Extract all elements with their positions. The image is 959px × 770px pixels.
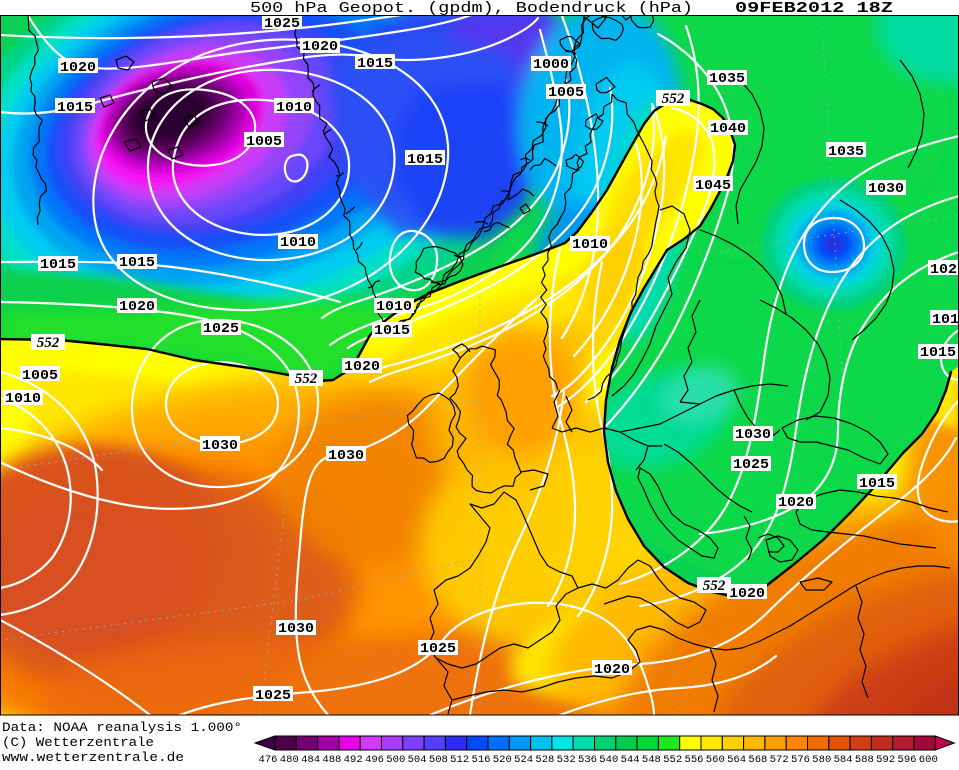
svg-text:552: 552 xyxy=(37,335,60,351)
svg-text:520: 520 xyxy=(493,755,512,766)
svg-text:1020: 1020 xyxy=(60,60,96,76)
svg-text:www.wetterzentrale.de: www.wetterzentrale.de xyxy=(2,750,184,765)
svg-text:1025: 1025 xyxy=(733,457,769,473)
svg-text:552: 552 xyxy=(663,755,682,766)
svg-text:500: 500 xyxy=(386,755,405,766)
svg-text:544: 544 xyxy=(621,755,640,766)
svg-text:(C) Wetterzentrale: (C) Wetterzentrale xyxy=(2,735,154,750)
svg-text:Data: NOAA reanalysis 1.000°: Data: NOAA reanalysis 1.000° xyxy=(2,720,242,735)
svg-text:580: 580 xyxy=(812,755,831,766)
svg-text:1030: 1030 xyxy=(328,448,364,464)
svg-text:1030: 1030 xyxy=(735,427,771,443)
svg-text:1025: 1025 xyxy=(420,641,456,657)
svg-text:09FEB2012 18Z: 09FEB2012 18Z xyxy=(735,0,893,17)
svg-text:1015: 1015 xyxy=(407,152,443,168)
svg-text:1025: 1025 xyxy=(203,321,239,337)
svg-text:1020: 1020 xyxy=(594,662,630,678)
svg-text:1030: 1030 xyxy=(278,621,314,637)
svg-text:1015: 1015 xyxy=(932,312,959,328)
svg-text:1040: 1040 xyxy=(710,121,746,137)
svg-text:504: 504 xyxy=(408,755,427,766)
svg-text:1025: 1025 xyxy=(264,16,300,32)
svg-text:1000: 1000 xyxy=(533,57,569,73)
svg-text:1035: 1035 xyxy=(828,144,864,160)
svg-text:1015: 1015 xyxy=(357,56,393,72)
svg-text:1020: 1020 xyxy=(119,299,155,315)
svg-text:584: 584 xyxy=(834,755,853,766)
svg-text:512: 512 xyxy=(450,755,469,766)
svg-text:500 hPa Geopot. (gpdm), Bodend: 500 hPa Geopot. (gpdm), Bodendruck (hPa) xyxy=(250,0,693,17)
svg-text:1030: 1030 xyxy=(868,181,904,197)
svg-text:576: 576 xyxy=(791,755,810,766)
svg-text:484: 484 xyxy=(301,755,320,766)
svg-text:1010: 1010 xyxy=(5,391,41,407)
svg-text:528: 528 xyxy=(535,755,554,766)
svg-text:1010: 1010 xyxy=(280,235,316,251)
svg-text:596: 596 xyxy=(898,755,917,766)
svg-text:552: 552 xyxy=(295,371,318,387)
svg-text:516: 516 xyxy=(472,755,491,766)
svg-text:552: 552 xyxy=(662,91,685,107)
svg-text:1015: 1015 xyxy=(57,100,93,116)
svg-text:496: 496 xyxy=(365,755,384,766)
svg-text:1015: 1015 xyxy=(859,476,895,492)
svg-text:492: 492 xyxy=(344,755,363,766)
svg-text:1025: 1025 xyxy=(930,262,959,278)
svg-text:1030: 1030 xyxy=(202,438,238,454)
svg-text:1015: 1015 xyxy=(119,255,155,271)
svg-text:508: 508 xyxy=(429,755,448,766)
svg-text:536: 536 xyxy=(578,755,597,766)
svg-text:1020: 1020 xyxy=(729,586,765,602)
svg-text:1010: 1010 xyxy=(572,237,608,253)
svg-text:1035: 1035 xyxy=(709,71,745,87)
svg-text:1020: 1020 xyxy=(778,495,814,511)
svg-text:524: 524 xyxy=(514,755,533,766)
svg-text:552: 552 xyxy=(703,578,726,594)
svg-text:568: 568 xyxy=(748,755,767,766)
svg-text:1005: 1005 xyxy=(548,85,584,101)
svg-text:1020: 1020 xyxy=(344,359,380,375)
svg-text:1025: 1025 xyxy=(255,688,291,704)
svg-text:1005: 1005 xyxy=(246,134,282,150)
svg-text:1015: 1015 xyxy=(374,323,410,339)
svg-text:556: 556 xyxy=(685,755,704,766)
svg-text:592: 592 xyxy=(876,755,895,766)
svg-text:1020: 1020 xyxy=(302,39,338,55)
svg-text:1015: 1015 xyxy=(920,345,956,361)
svg-text:560: 560 xyxy=(706,755,725,766)
svg-text:548: 548 xyxy=(642,755,661,766)
svg-text:1005: 1005 xyxy=(22,368,58,384)
svg-text:1010: 1010 xyxy=(376,299,412,315)
svg-text:1010: 1010 xyxy=(276,100,312,116)
svg-text:588: 588 xyxy=(855,755,874,766)
svg-text:600: 600 xyxy=(919,755,938,766)
svg-text:488: 488 xyxy=(322,755,341,766)
svg-text:476: 476 xyxy=(259,755,278,766)
svg-text:532: 532 xyxy=(557,755,576,766)
svg-text:1015: 1015 xyxy=(40,257,76,273)
svg-text:572: 572 xyxy=(770,755,789,766)
svg-text:540: 540 xyxy=(599,755,618,766)
svg-text:564: 564 xyxy=(727,755,746,766)
svg-text:1045: 1045 xyxy=(695,178,731,194)
svg-text:480: 480 xyxy=(280,755,299,766)
